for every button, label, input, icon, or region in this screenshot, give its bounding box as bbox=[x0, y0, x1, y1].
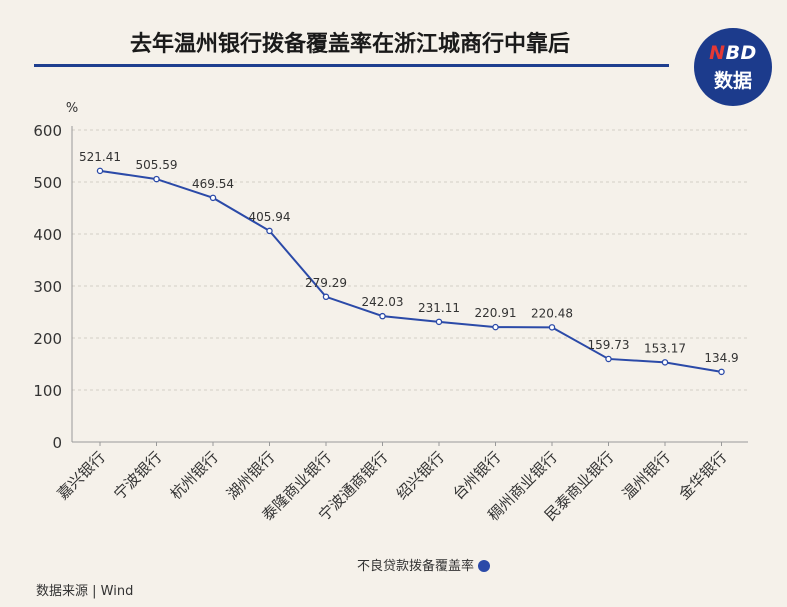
x-tick-label: 台州银行 bbox=[449, 448, 504, 503]
x-tick-label: 温州银行 bbox=[619, 448, 674, 503]
logo-line-1: NBD bbox=[694, 42, 772, 64]
data-point bbox=[661, 359, 669, 366]
data-label: 220.48 bbox=[531, 306, 573, 320]
x-tick-label: 湖州银行 bbox=[223, 448, 278, 503]
data-label: 279.29 bbox=[305, 276, 347, 290]
data-label: 405.94 bbox=[249, 210, 291, 224]
data-label: 231.11 bbox=[418, 301, 460, 315]
data-point bbox=[492, 323, 499, 331]
data-point bbox=[96, 167, 104, 175]
y-tick-label: 0 bbox=[52, 434, 62, 452]
data-point bbox=[266, 227, 273, 235]
x-tick-label: 宁波银行 bbox=[110, 448, 165, 503]
data-point bbox=[322, 293, 330, 301]
logo-letters-bd: BD bbox=[725, 42, 757, 64]
data-point bbox=[209, 194, 217, 202]
data-label: 220.91 bbox=[475, 306, 517, 320]
x-tick-label: 杭州银行 bbox=[167, 448, 222, 503]
data-point bbox=[605, 355, 612, 363]
y-tick-label: 100 bbox=[33, 382, 62, 400]
data-label: 242.03 bbox=[362, 295, 404, 309]
logo-letter-n: N bbox=[709, 42, 726, 64]
y-tick-label: 300 bbox=[33, 278, 62, 296]
y-tick-label: 500 bbox=[33, 174, 62, 192]
x-tick-label: 金华银行 bbox=[675, 448, 730, 503]
legend-marker bbox=[478, 560, 490, 572]
data-label: 505.59 bbox=[136, 158, 178, 172]
grid-lines bbox=[72, 129, 748, 391]
y-tick-label: 400 bbox=[33, 226, 62, 244]
data-point bbox=[153, 175, 160, 183]
data-point bbox=[548, 324, 556, 331]
data-label: 153.17 bbox=[644, 341, 686, 355]
nbd-logo: NBD 数据 bbox=[694, 28, 772, 106]
y-tick-label: 200 bbox=[33, 330, 62, 348]
title-underline bbox=[34, 64, 669, 67]
legend: 不良贷款拨备覆盖率 bbox=[357, 558, 490, 574]
series-layer: 521.41 505.59 469.54 405.94 279.29 242.03 231.… bbox=[79, 150, 739, 376]
x-tick-label: 嘉兴银行 bbox=[54, 448, 109, 503]
data-label: 469.54 bbox=[192, 177, 234, 191]
data-label: 134.9 bbox=[704, 351, 738, 365]
data-point bbox=[718, 368, 725, 376]
data-source: 数据来源 | Wind bbox=[36, 584, 134, 599]
data-point bbox=[435, 318, 443, 326]
y-axis: 0 100 200 300 400 500 600% bbox=[33, 101, 78, 452]
data-label: 159.73 bbox=[588, 338, 630, 352]
data-label: 521.41 bbox=[79, 150, 121, 164]
logo-line-2: 数据 bbox=[713, 70, 752, 92]
y-tick-label: 600 bbox=[33, 122, 62, 140]
data-point bbox=[379, 312, 386, 320]
legend-label: 不良贷款拨备覆盖率 bbox=[357, 558, 474, 574]
chart-title: 去年温州银行拨备覆盖率在浙江城商行中靠后 bbox=[129, 32, 570, 57]
x-tick-label: 绍兴银行 bbox=[393, 448, 448, 503]
y-axis-unit: % bbox=[66, 101, 78, 116]
series-line bbox=[99, 169, 722, 373]
